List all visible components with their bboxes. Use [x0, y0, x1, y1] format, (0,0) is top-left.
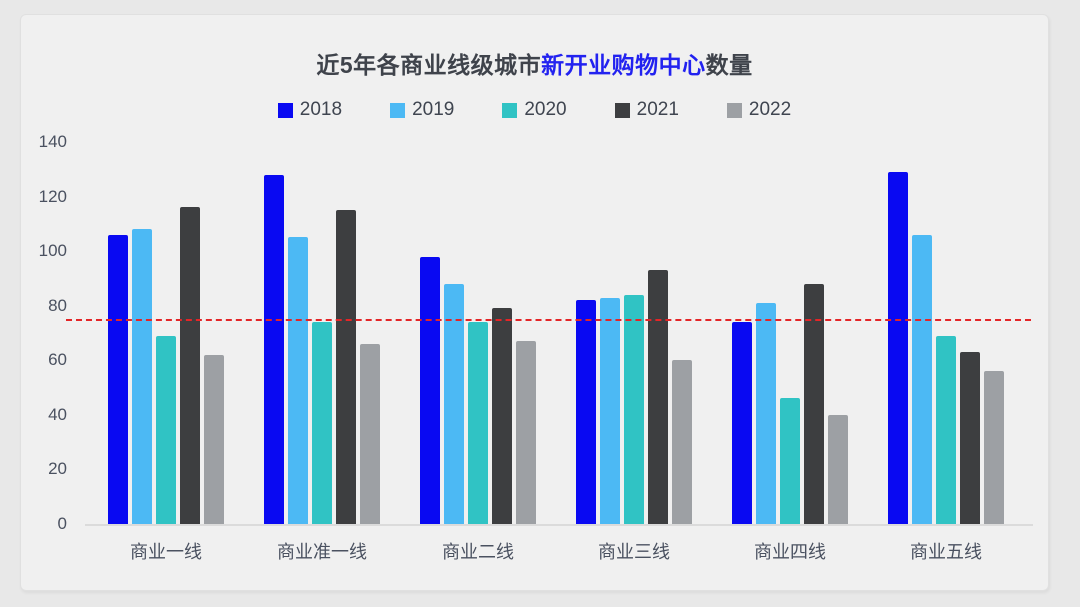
legend-label: 2020	[524, 99, 567, 120]
y-tick-label: 80	[48, 295, 67, 315]
bar-2018	[732, 322, 752, 524]
bar-2022	[516, 341, 536, 524]
y-tick-label: 140	[38, 132, 67, 151]
title-highlight: 新开业购物中心	[541, 52, 706, 78]
legend-label: 2019	[412, 99, 455, 120]
legend: 2018 2019 2020 2021 2022	[21, 99, 1048, 121]
bar-2019	[912, 235, 932, 524]
bar-2021	[492, 308, 512, 524]
chart-title: 近5年各商业线级城市新开业购物中心数量	[21, 46, 1048, 80]
bar-2022	[204, 355, 224, 524]
bar-2022	[360, 344, 380, 524]
bar-2019	[756, 303, 776, 524]
y-tick-label: 100	[38, 241, 67, 261]
legend-label: 2021	[636, 99, 679, 120]
category-label-商业准一线: 商业准一线	[277, 542, 367, 562]
legend-item-2020: 2020	[502, 99, 567, 121]
category-label-商业五线: 商业五线	[910, 542, 982, 562]
bar-group-商业四线	[732, 284, 848, 524]
bar-2021	[336, 210, 356, 524]
bar-2018	[108, 235, 128, 524]
bar-2021	[804, 284, 824, 524]
bar-group-商业二线	[420, 257, 536, 524]
bar-2022	[984, 371, 1004, 524]
bar-2022	[828, 415, 848, 524]
category-label-商业四线: 商业四线	[754, 542, 826, 562]
legend-item-2022: 2022	[726, 99, 792, 121]
y-tick-label: 120	[38, 186, 67, 206]
bar-2020	[780, 398, 800, 524]
bar-group-商业五线	[888, 172, 1004, 524]
category-label-商业二线: 商业二线	[442, 542, 514, 562]
plot-area	[66, 142, 1033, 526]
y-tick-label: 20	[48, 459, 67, 479]
legend-item-2019: 2019	[390, 99, 454, 121]
y-tick-label: 0	[57, 514, 67, 533]
bar-2019	[444, 284, 464, 524]
bar-2019	[132, 229, 152, 524]
bar-group-商业准一线	[264, 175, 380, 524]
legend-swatch	[502, 102, 518, 118]
bar-2021	[960, 352, 980, 524]
legend-label: 2018	[299, 99, 343, 120]
legend-swatch	[614, 102, 630, 118]
bar-2021	[648, 270, 668, 524]
legend-label: 2022	[748, 99, 792, 120]
bar-2020	[156, 336, 176, 524]
chart-card: 近5年各商业线级城市新开业购物中心数量 2018 2019 2020 2021 2022…	[20, 14, 1049, 591]
reference-line	[66, 319, 1031, 322]
bar-2022	[672, 360, 692, 524]
bar-2020	[312, 322, 332, 524]
title-part-2: 数量	[705, 52, 753, 78]
legend-item-2021: 2021	[614, 99, 679, 121]
bar-2018	[264, 175, 284, 524]
bar-2018	[576, 300, 596, 524]
bar-2018	[420, 257, 440, 524]
bar-2021	[180, 207, 200, 524]
bar-2018	[888, 172, 908, 524]
legend-item-2018: 2018	[277, 99, 343, 121]
legend-swatch	[277, 102, 293, 118]
y-tick-label: 40	[48, 404, 67, 424]
title-part-1: 近5年各商业线级城市	[316, 52, 542, 78]
bar-2020	[468, 322, 488, 524]
y-axis: 0 20 40 60 80 100 120 140	[21, 132, 67, 533]
bar-2019	[600, 298, 620, 524]
category-label-商业一线: 商业一线	[130, 542, 202, 562]
bar-2020	[936, 336, 956, 524]
legend-swatch	[726, 102, 742, 118]
category-label-商业三线: 商业三线	[598, 542, 670, 562]
legend-swatch	[390, 102, 406, 118]
bar-group-商业一线	[108, 207, 224, 524]
bar-2020	[624, 295, 644, 524]
x-axis-line	[85, 524, 1033, 526]
y-tick-label: 60	[48, 350, 67, 370]
bar-2019	[288, 237, 308, 524]
bar-group-商业三线	[576, 270, 692, 524]
